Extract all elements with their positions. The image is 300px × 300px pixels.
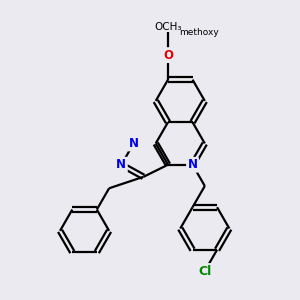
Text: Cl: Cl: [198, 265, 212, 278]
Text: N: N: [188, 158, 197, 171]
Text: N: N: [116, 158, 126, 171]
Text: O: O: [163, 49, 173, 62]
Text: N: N: [129, 137, 139, 150]
Text: OCH₃: OCH₃: [154, 22, 182, 32]
Text: methoxy: methoxy: [179, 28, 219, 37]
